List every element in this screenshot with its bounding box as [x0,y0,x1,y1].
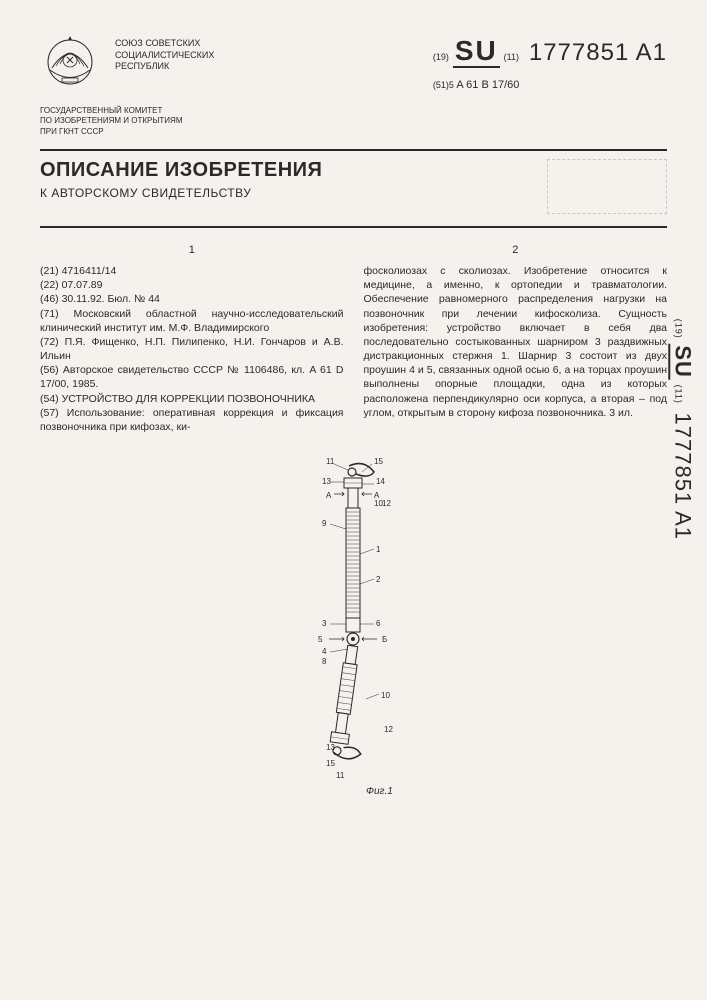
column-1: 1 (21) 4716411/14 (22) 07.07.89 (46) 30.… [40,243,344,434]
header-row: СОЮЗ СОВЕТСКИХ СОЦИАЛИСТИЧЕСКИХ РЕСПУБЛИ… [40,30,667,91]
svg-text:12: 12 [384,725,393,734]
figure-1-drawing: 11 15 13 A A 14 10 12 9 1 2 3 6 5 Б 4 8 … [274,454,434,814]
svg-text:6: 6 [376,619,381,628]
col1-text: (21) 4716411/14 (22) 07.07.89 (46) 30.11… [40,264,344,434]
svg-text:5: 5 [318,635,323,644]
code-11: (11) [504,52,519,62]
divider-line [40,149,667,151]
title-sub: К АВТОРСКОМУ СВИДЕТЕЛЬСТВУ [40,186,322,200]
su-code: SU [453,35,500,68]
svg-text:15: 15 [326,759,335,768]
svg-text:14: 14 [376,477,385,486]
svg-text:4: 4 [322,647,327,656]
divider-line-2 [40,226,667,228]
svg-text:3: 3 [322,619,327,628]
ussr-emblem-icon [40,30,100,90]
doc-codes: (19) SU (11) 1777851 A1 (51)5 A 61 B 17/… [433,30,667,91]
svg-text:A: A [326,491,332,500]
svg-text:12: 12 [382,499,391,508]
body-columns: 1 (21) 4716411/14 (22) 07.07.89 (46) 30.… [40,243,667,434]
title-block: ОПИСАНИЕ ИЗОБРЕТЕНИЯ К АВТОРСКОМУ СВИДЕТ… [40,159,667,214]
side-su: SU [668,343,695,380]
page-root: СОЮЗ СОВЕТСКИХ СОЦИАЛИСТИЧЕСКИХ РЕСПУБЛИ… [0,0,707,834]
col1-number: 1 [40,243,344,258]
su-line: (19) SU (11) 1777851 A1 [433,35,667,67]
svg-text:1: 1 [376,545,381,554]
svg-text:2: 2 [376,575,381,584]
svg-text:11: 11 [336,771,345,780]
title-texts: ОПИСАНИЕ ИЗОБРЕТЕНИЯ К АВТОРСКОМУ СВИДЕТ… [40,159,322,200]
svg-text:10: 10 [381,691,390,700]
svg-text:11: 11 [326,457,335,466]
side-11: (11) [673,385,683,404]
side-19: (19) [673,319,683,339]
col2-number: 2 [364,243,668,258]
side-number: 1777851 A1 [670,413,695,540]
ipc-prefix: (51)5 [433,80,454,90]
svg-text:8: 8 [322,657,327,666]
svg-text:13: 13 [326,743,335,752]
ipc-code: A 61 B 17/60 [456,79,519,91]
svg-text:Б: Б [382,635,387,644]
col2-text: фосколиозах с сколиозах. Изобретение отн… [364,264,668,420]
title-main: ОПИСАНИЕ ИЗОБРЕТЕНИЯ [40,159,322,182]
side-doc-code: (19) SU (11) 1777851 A1 [669,319,695,540]
union-text: СОЮЗ СОВЕТСКИХ СОЦИАЛИСТИЧЕСКИХ РЕСПУБЛИ… [115,30,418,73]
svg-text:13: 13 [322,477,331,486]
doc-number: 1777851 A1 [529,39,667,66]
code-19: (19) [433,52,449,62]
figure-caption: Фиг.1 [366,786,393,797]
figure-area: 11 15 13 A A 14 10 12 9 1 2 3 6 5 Б 4 8 … [40,454,667,814]
svg-text:9: 9 [322,519,327,528]
ipc-line: (51)5 A 61 B 17/60 [433,79,667,91]
column-2: 2 фосколиозах с сколиозах. Изобретение о… [364,243,668,434]
stamp-box [547,159,667,214]
svg-text:15: 15 [374,457,383,466]
committee-text: ГОСУДАРСТВЕННЫЙ КОМИТЕТ ПО ИЗОБРЕТЕНИЯМ … [40,106,667,137]
